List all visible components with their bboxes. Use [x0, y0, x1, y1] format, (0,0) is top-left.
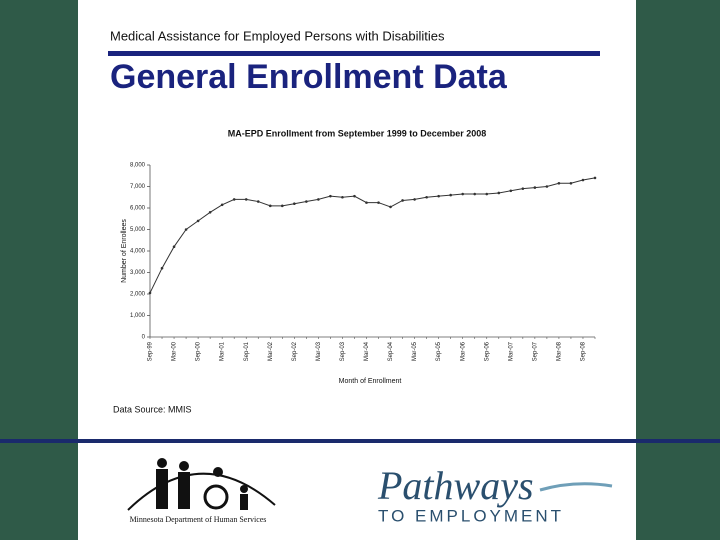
y-tick-label: 4,000 — [130, 249, 146, 255]
point — [545, 185, 549, 188]
point — [341, 195, 344, 199]
x-tick-label: Mar-03 — [316, 341, 322, 361]
point — [208, 211, 212, 214]
x-tick-label: Mar-08 — [556, 341, 562, 361]
x-axis-label: Month of Enrollment — [339, 378, 402, 385]
logo-right-sub: TO EMPLOYMENT — [378, 506, 564, 525]
point — [244, 198, 248, 201]
title-bar — [108, 51, 600, 56]
x-tick-label: Sep-06 — [484, 341, 490, 361]
point — [557, 181, 561, 185]
x-tick-label: Mar-04 — [364, 341, 370, 361]
point — [329, 194, 332, 198]
point — [280, 204, 284, 208]
x-tick-label: Mar-06 — [460, 341, 466, 361]
point — [293, 202, 296, 205]
point — [305, 200, 308, 203]
point — [485, 192, 489, 196]
x-tick-label: Sep-03 — [340, 341, 346, 361]
point — [184, 228, 188, 231]
point — [473, 192, 477, 196]
y-axis-label: Number of Enrollees — [121, 219, 128, 283]
x-tick-label: Mar-00 — [172, 341, 178, 361]
y-tick-label: 1,000 — [130, 313, 146, 319]
panel — [78, 0, 636, 540]
point — [232, 198, 236, 201]
logo-left-text: Minnesota Department of Human Services — [130, 515, 267, 524]
line — [149, 177, 596, 294]
point — [521, 187, 525, 190]
divider — [0, 439, 720, 443]
point — [569, 181, 573, 185]
point — [160, 266, 164, 270]
point — [413, 198, 416, 201]
point — [172, 245, 176, 248]
x-tick-label: Mar-02 — [268, 341, 274, 361]
x-tick-label: Sep-04 — [388, 341, 394, 361]
point — [377, 201, 380, 204]
point — [268, 204, 272, 208]
logo-right: Pathways TO EMPLOYMENT — [377, 463, 613, 525]
y-tick-label: 6,000 — [130, 206, 146, 212]
x-tick-label: Mar-07 — [508, 341, 514, 361]
x-tick-label: Sep-08 — [581, 341, 587, 361]
y-tick-label: 0 — [142, 335, 146, 341]
point — [497, 191, 501, 195]
y-tick-label: 3,000 — [130, 270, 146, 276]
point — [256, 200, 260, 203]
point — [401, 199, 404, 202]
logo-right-text: Pathways — [377, 463, 534, 508]
point — [593, 176, 597, 180]
point — [365, 201, 368, 204]
point — [389, 205, 392, 209]
point — [509, 189, 513, 193]
x-tick-label: Mar-01 — [220, 341, 226, 361]
point — [461, 192, 465, 196]
y-tick-label: 2,000 — [130, 292, 146, 298]
point — [581, 178, 585, 182]
source: Data Source: MMIS — [113, 404, 192, 414]
y-tick-label: 7,000 — [130, 184, 146, 190]
point — [317, 198, 320, 201]
x-tick-label: Sep-00 — [196, 341, 202, 361]
point — [353, 194, 356, 198]
x-tick-label: Mar-05 — [412, 341, 418, 361]
point — [220, 203, 224, 207]
title: General Enrollment Data — [110, 58, 508, 96]
point — [425, 195, 428, 199]
point — [148, 291, 152, 295]
subtitle: Medical Assistance for Employed Persons … — [110, 28, 445, 43]
point — [533, 186, 537, 189]
x-tick-label: Sep-07 — [532, 341, 538, 361]
x-tick-label: Sep-99 — [148, 341, 154, 361]
point — [196, 219, 200, 223]
logo-left: Minnesota Department of Human Services — [127, 458, 276, 524]
x-tick-label: Sep-05 — [436, 341, 442, 361]
y-tick-label: 5,000 — [130, 227, 146, 233]
x-tick-label: Sep-01 — [244, 341, 250, 361]
point — [449, 193, 452, 197]
y-tick-label: 8,000 — [130, 163, 146, 169]
x-tick-label: Sep-02 — [292, 341, 298, 361]
point — [437, 194, 440, 198]
chart-title: MA-EPD Enrollment from September 1999 to… — [228, 128, 487, 138]
